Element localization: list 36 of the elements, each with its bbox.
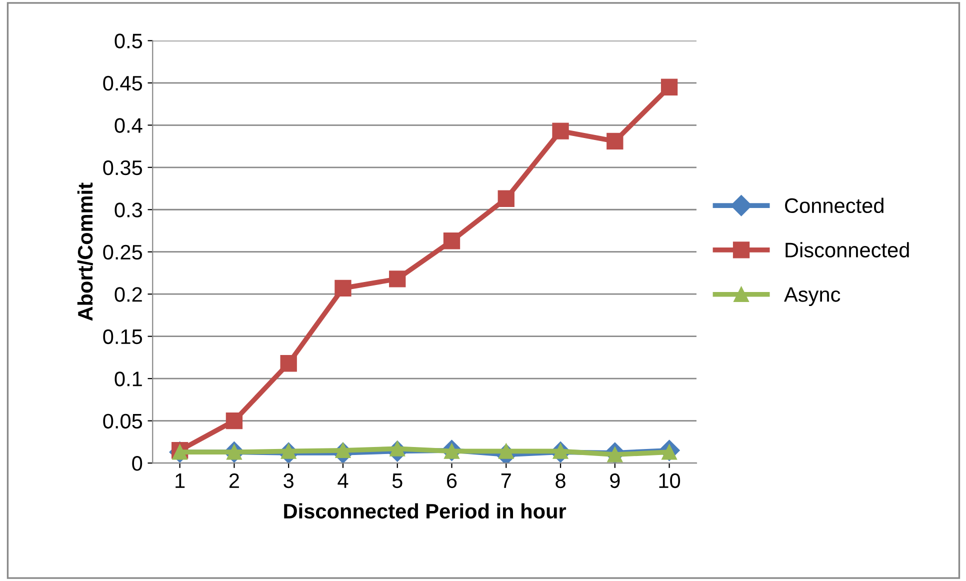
x-tick-label: 6 [447,473,457,488]
y-tick-label: 0.3 [114,202,142,218]
point [226,412,243,430]
y-tick-label: 0.15 [103,329,142,344]
point [389,270,406,288]
point [552,122,569,140]
y-axis-title: Abort/Commit [77,182,93,321]
point [498,444,514,459]
point [498,190,514,207]
x-tick-label: 9 [610,473,620,488]
x-tick-label: 1 [176,474,185,488]
y-tick-label: 0.4 [114,118,142,133]
x-axis-title: Disconnected Period in hour [284,503,566,519]
x-tick-label: 5 [392,474,402,488]
y-tick-label: 0.5 [114,34,142,48]
y-tick-label: 0.25 [103,244,142,260]
legend-label: Connected [785,198,884,214]
y-tick-label: 0 [132,456,142,471]
point [280,355,297,372]
legend-label: Disconnected [786,242,909,258]
y-tick-label: 0.45 [103,76,142,91]
x-tick-label: 10 [659,473,680,488]
x-tick-label: 8 [556,473,566,488]
point [606,132,624,150]
legend-label: Async [784,287,840,306]
y-tick-label: 0.05 [103,414,142,429]
x-tick-label: 3 [284,473,294,488]
x-tick-label: 4 [338,474,348,488]
point [334,280,352,297]
y-tick-label: 0.2 [114,287,142,302]
x-tick-label: 2 [229,473,239,488]
x-tick-label: 7 [501,474,511,488]
y-tick-label: 0.35 [103,160,142,176]
y-tick-label: 0.1 [114,372,142,386]
point [443,232,460,250]
point [660,78,678,96]
